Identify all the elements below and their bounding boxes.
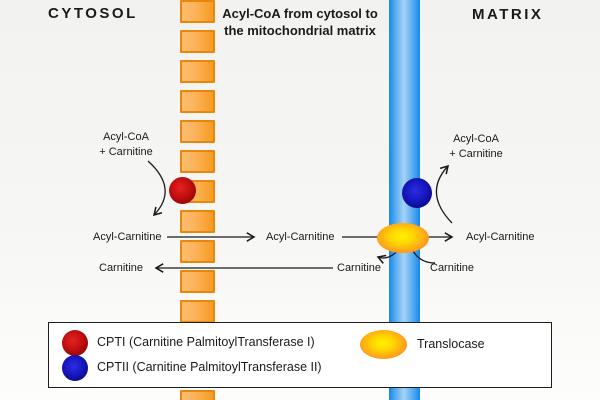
cytosol-substrates-line1: Acyl-CoA (103, 131, 149, 143)
cytosol-title: CYTOSOL (48, 5, 138, 22)
matrix-substrates-line2: + Carnitine (449, 148, 503, 160)
legend-cpt1-icon (62, 330, 88, 356)
legend-cpt1-label: CPTI (Carnitine PalmitoylTransferase I) (97, 335, 315, 349)
cytosol-substrates-line2: + Carnitine (99, 146, 153, 158)
matrix-title: MATRIX (472, 6, 544, 23)
acyl-carnitine-label-cytosol: Acyl-Carnitine (93, 231, 162, 243)
translocase-protein (377, 223, 429, 253)
outer-membrane-segment (180, 60, 215, 83)
diagram-caption: Acyl-CoA from cytosol to the mitochondri… (200, 5, 400, 39)
outer-membrane-segment (180, 120, 215, 143)
matrix-substrates-label: Acyl-CoA + Carnitine (436, 132, 516, 162)
arrow-cpt1-reaction (147, 160, 166, 217)
outer-membrane-segment (180, 210, 215, 233)
matrix-substrates-line1: Acyl-CoA (453, 133, 499, 145)
legend-translocase-icon (360, 330, 407, 359)
legend-box: CPTI (Carnitine PalmitoylTransferase I) … (48, 322, 552, 388)
outer-membrane-segment (180, 30, 215, 53)
acyl-carnitine-label-matrix: Acyl-Carnitine (466, 231, 535, 243)
carnitine-label-matrix: Carnitine (430, 262, 475, 274)
carnitine-label-cytosol: Carnitine (99, 262, 144, 274)
caption-line2: the mitochondrial matrix (224, 23, 376, 38)
carnitine-label-intermembrane: Carnitine (337, 262, 382, 274)
outer-membrane-segment (180, 0, 215, 23)
outer-membrane-segment (180, 150, 215, 173)
legend-translocase-label: Translocase (417, 337, 485, 351)
outer-membrane-segment (180, 390, 215, 400)
acyl-carnitine-label-intermembrane: Acyl-Carnitine (266, 231, 335, 243)
outer-membrane-segment (180, 240, 215, 263)
cpt2-enzyme (402, 178, 432, 208)
legend-cpt2-icon (62, 355, 88, 381)
cpt1-enzyme (169, 177, 196, 204)
cytosol-substrates-label: Acyl-CoA + Carnitine (86, 130, 166, 160)
legend-cpt2-label: CPTII (Carnitine PalmitoylTransferase II… (97, 360, 322, 374)
outer-membrane-segment (180, 270, 215, 293)
arrow-cpt2-reaction (435, 164, 453, 224)
outer-membrane-segment (180, 90, 215, 113)
caption-line1: Acyl-CoA from cytosol to (222, 6, 378, 21)
